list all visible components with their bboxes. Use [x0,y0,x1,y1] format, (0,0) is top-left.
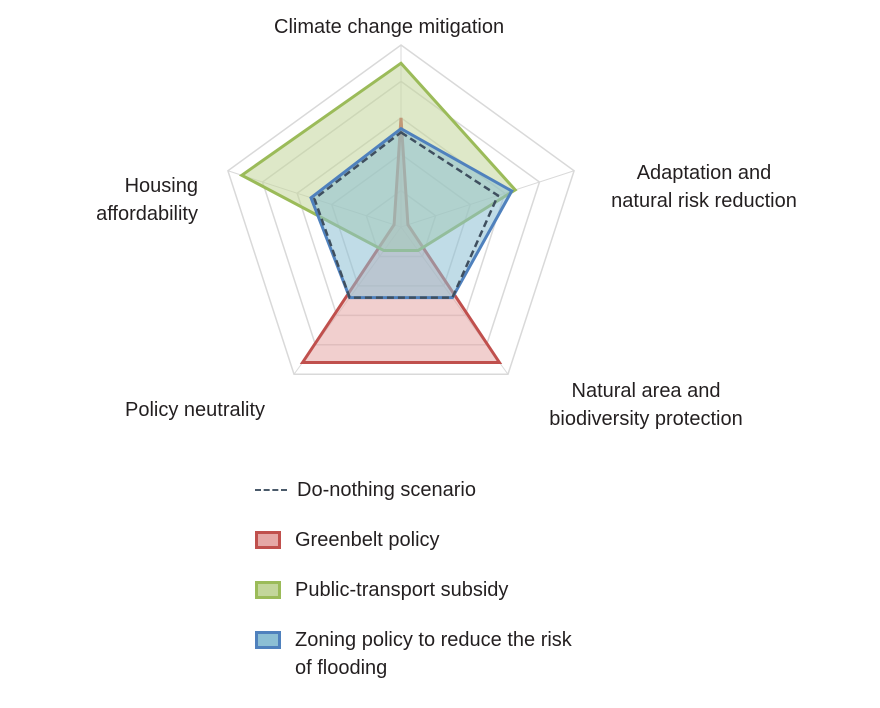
legend-label: Do-nothing scenario [297,479,476,501]
legend: Do-nothing scenario Greenbelt policy Pub… [255,476,572,704]
legend-item-do-nothing: Do-nothing scenario [255,476,572,504]
legend-item-public-transport: Public-transport subsidy [255,576,572,604]
legend-swatch-greenbelt [255,531,281,549]
grid-ring [227,44,575,375]
legend-label: Public-transport subsidy [295,579,509,601]
legend-item-greenbelt: Greenbelt policy [255,526,572,554]
axis-label-adaptation: Adaptation and natural risk reduction [611,162,797,212]
legend-label: Zoning policy to reduce the risk of floo… [295,629,572,679]
legend-swatch-dashed-line [255,489,287,491]
legend-item-zoning: Zoning policy to reduce the risk of floo… [255,626,572,682]
legend-swatch-public-transport [255,581,281,599]
legend-label: Greenbelt policy [295,529,440,551]
axis-label-climate: Climate change mitigation [274,16,505,38]
series-do-nothing [312,130,500,299]
legend-swatch-zoning [255,631,281,649]
radar-series [238,61,518,364]
axis-label-housing: Housing affordability [96,175,198,225]
axis-label-policy-neutrality: Policy neutrality [125,399,266,421]
axis-label-natural-area: Natural area and biodiversity protection [549,380,743,430]
